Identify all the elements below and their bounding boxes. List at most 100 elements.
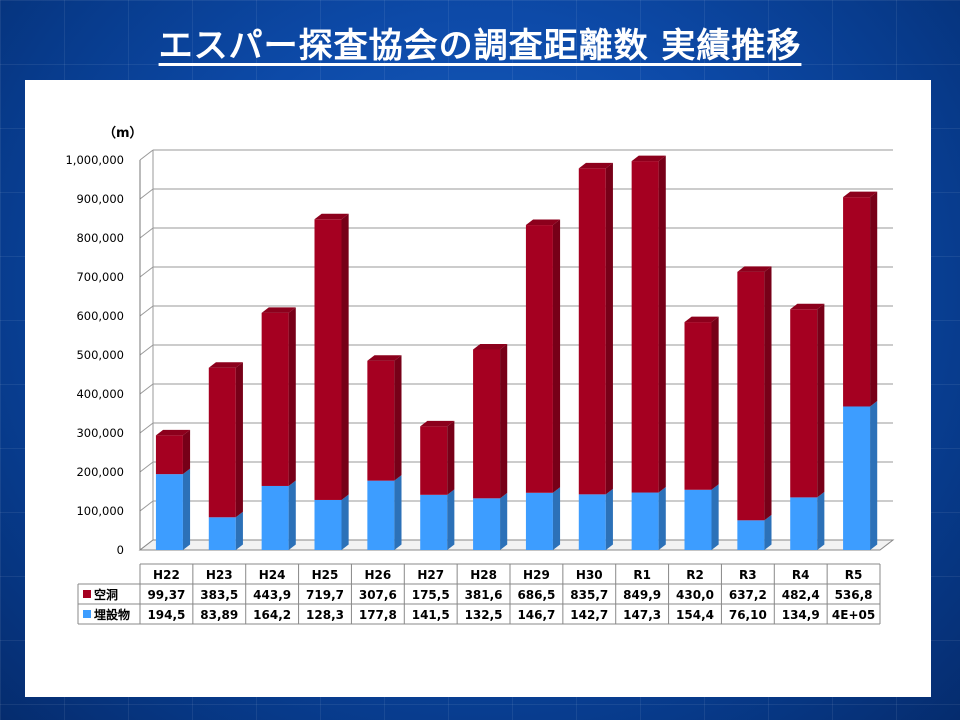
data-table-value: 154,4 [676, 608, 714, 622]
bar-cavity-side [817, 303, 825, 498]
bar-cavity-top [737, 266, 772, 272]
bar-cavity-top [843, 191, 878, 198]
bar-cavity-front [843, 197, 871, 407]
bar-buried-side [870, 400, 878, 550]
bar-cavity-side [711, 316, 719, 490]
y-tick-label: 500,000 [76, 348, 124, 362]
chart-panel: 0 100,000 200,000 300,000 400,000 500,000 600,… [25, 80, 931, 697]
bar-buried-front [631, 492, 659, 550]
bar-buried-side [341, 494, 349, 550]
bar-cavity-side [500, 344, 508, 499]
bar-cavity-top [473, 344, 508, 350]
bar-cavity-front [420, 426, 448, 495]
x-tick-label: R5 [845, 568, 863, 582]
y-tick-label: 700,000 [76, 270, 124, 284]
data-table-value: 142,7 [570, 608, 608, 622]
bar-cavity-front [684, 322, 712, 490]
x-tick-label: R3 [739, 568, 757, 582]
legend-swatch [83, 610, 91, 618]
grid-line-depth [139, 149, 154, 161]
bar-buried-side [764, 514, 772, 550]
bar-buried-front [314, 499, 342, 550]
x-tick-label: R2 [686, 568, 704, 582]
y-tick-label: 100,000 [76, 504, 124, 518]
bar-buried-side [605, 488, 613, 550]
data-table-value: 147,3 [623, 608, 661, 622]
bar-cavity-front [314, 219, 342, 500]
bar-cavity-front [208, 367, 236, 518]
x-tick-label: H25 [312, 568, 339, 582]
data-table-value: 177,8 [359, 608, 397, 622]
bar-cavity-side [552, 219, 561, 493]
bar-cavity-front [367, 360, 395, 481]
data-table-value: 146,7 [517, 608, 555, 622]
bar-cavity-top [314, 213, 349, 220]
bar-buried-front [737, 520, 765, 550]
x-tick-label: H30 [576, 568, 603, 582]
data-table-value: 194,5 [147, 608, 185, 622]
x-tick-label: H28 [470, 568, 497, 582]
y-tick-label: 600,000 [76, 309, 124, 323]
bar-cavity-side [447, 420, 455, 495]
bar-cavity-top [525, 219, 561, 226]
data-table-value: 307,6 [359, 588, 397, 602]
bar-cavity-front [155, 435, 183, 475]
bar-cavity-front [473, 349, 501, 499]
chart-floor [138, 539, 895, 551]
bar-cavity-top [367, 355, 402, 361]
data-table-value: 134,9 [782, 608, 820, 622]
grid-line-depth [139, 422, 154, 434]
bar-cavity-top [578, 162, 613, 169]
data-table-value: 719,7 [306, 588, 344, 602]
bar-buried-front [208, 517, 236, 550]
data-table-value: 443,9 [253, 588, 291, 602]
y-tick-label: 0 [117, 543, 124, 557]
bar-buried-front [684, 489, 712, 550]
bar-cavity-side [764, 266, 772, 521]
bar-buried-front [420, 494, 448, 550]
data-table-value: 175,5 [412, 588, 450, 602]
table-spacer [140, 552, 880, 564]
y-tick-label: 300,000 [76, 426, 124, 440]
data-table-value: 686,5 [517, 588, 555, 602]
legend-swatch [83, 590, 91, 598]
bar-cavity-front [261, 312, 289, 486]
grid-line-depth [139, 227, 154, 239]
bar-buried-front [843, 406, 871, 550]
data-table-value: 128,3 [306, 608, 344, 622]
legend-label: 空洞 [94, 587, 118, 602]
bar-buried-side [658, 487, 666, 550]
bar-cavity-side [182, 429, 191, 475]
y-tick-label: 800,000 [76, 231, 124, 245]
data-table-value: 83,89 [200, 608, 238, 622]
bar-cavity-top [155, 429, 191, 436]
data-table-value: 849,9 [623, 588, 661, 602]
bar-cavity-top [684, 316, 719, 323]
x-tick-label: H23 [206, 568, 233, 582]
bar-cavity-front [631, 161, 659, 493]
bar-cavity-side [288, 307, 296, 486]
data-table-value: 99,37 [147, 588, 185, 602]
bar-cavity-side [870, 191, 878, 407]
x-tick-label: R1 [633, 568, 651, 582]
bar-buried-front [525, 492, 553, 550]
grid-line-depth [139, 500, 154, 512]
data-table-value: 482,4 [782, 588, 820, 602]
bar-cavity-top [208, 362, 243, 368]
data-table-value: 4E+05 [832, 608, 875, 622]
bar-buried-front [155, 474, 183, 550]
bar-buried-side [288, 480, 296, 550]
y-tick-label: 900,000 [76, 192, 124, 206]
bar-cavity-top [420, 420, 455, 427]
bar-cavity-front [790, 309, 818, 498]
stacked-bar-chart: 0 100,000 200,000 300,000 400,000 500,000 600,… [65, 125, 895, 625]
grid-line-depth [139, 344, 154, 356]
data-table-value: 132,5 [465, 608, 503, 622]
bar-cavity-front [525, 225, 553, 493]
y-tick-label: 400,000 [76, 387, 124, 401]
data-table-value: 430,0 [676, 588, 714, 602]
bar-buried-side [394, 475, 402, 550]
y-tick-label: 1,000,000 [65, 153, 124, 167]
bar-buried-side [500, 492, 508, 550]
bar-buried-front [473, 498, 501, 550]
